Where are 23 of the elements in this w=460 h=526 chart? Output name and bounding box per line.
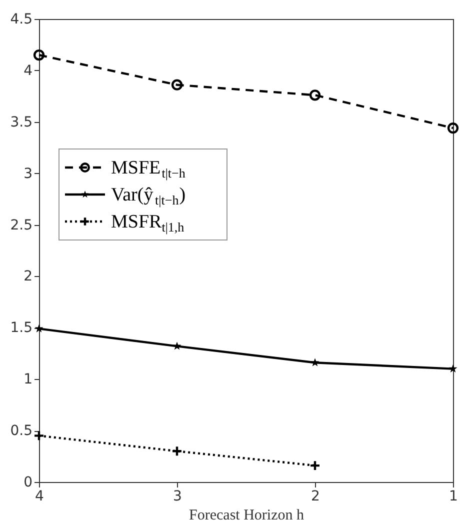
point [33,49,45,61]
x-tick-label: 2 [311,488,320,504]
point [172,342,182,350]
y-tick-label: 0 [24,474,32,490]
x-tick-label: 3 [173,488,182,504]
y-tick-label: 1.5 [10,320,32,336]
point [310,358,320,366]
y-tick-label: 4.5 [10,12,32,28]
y-tick-label: 0.5 [10,423,32,440]
y-tick-label: 4 [24,62,33,79]
y-tick-label: 3 [24,166,32,182]
x-axis-title: Forecast Horizon h [189,508,304,524]
point [34,324,44,332]
y-tick-label: 3.5 [10,114,32,130]
x-tick-label: 1 [449,488,458,504]
point [171,79,183,90]
x-tick-label: 4 [35,488,44,504]
y-tick-label: 2 [24,268,32,285]
point [448,364,458,372]
point [309,90,321,101]
point [447,122,459,134]
y-tick-label: 1 [24,372,32,388]
y-tick-label: 2.5 [10,217,32,234]
